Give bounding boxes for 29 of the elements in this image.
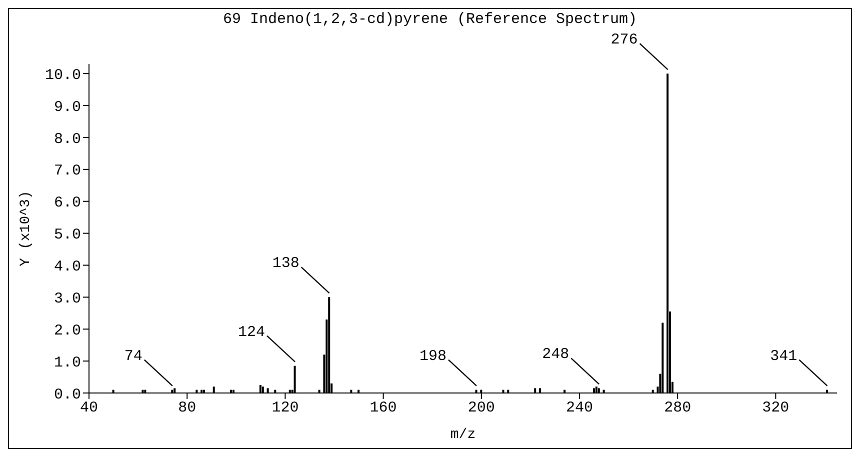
annotation: 248 — [542, 346, 570, 364]
x-tick-label: 40 — [80, 400, 98, 417]
y-axis-title: Y (x10^3) — [18, 190, 34, 266]
x-tick-label: 80 — [178, 400, 196, 417]
x-tick-label: 320 — [762, 400, 790, 417]
annotation: 198 — [419, 348, 446, 365]
annotation: 341 — [770, 348, 798, 365]
x-tick-label: 120 — [272, 400, 299, 417]
y-tick-label: 6.0 — [54, 194, 81, 212]
annotation: 124 — [238, 324, 266, 341]
x-tick-label: 160 — [370, 400, 397, 417]
y-tick-label: 1.0 — [54, 354, 81, 372]
y-tick-label: 3.0 — [54, 290, 81, 308]
x-axis-title: m/z — [450, 427, 476, 443]
annotation: 138 — [272, 255, 300, 272]
y-tick-label: 2.0 — [54, 322, 81, 340]
y-tick-label: 7.0 — [54, 162, 81, 180]
x-tick-label: 280 — [664, 400, 692, 417]
y-tick-label: 8.0 — [54, 130, 81, 148]
y-tick-label: 0.0 — [54, 386, 81, 404]
chart-title: 69 Indeno(1,2,3-cd)pyrene (Reference Spectrum) — [222, 11, 638, 28]
x-tick-label: 200 — [468, 400, 495, 417]
y-tick-label: 9.0 — [54, 98, 81, 116]
annotation: 74 — [124, 348, 142, 365]
y-tick-label: 5.0 — [54, 226, 81, 244]
annotation: 276 — [610, 32, 638, 49]
y-tick-label: 4.0 — [54, 258, 81, 276]
x-tick-label: 240 — [566, 400, 593, 417]
y-tick-label: 10.0 — [44, 66, 81, 84]
